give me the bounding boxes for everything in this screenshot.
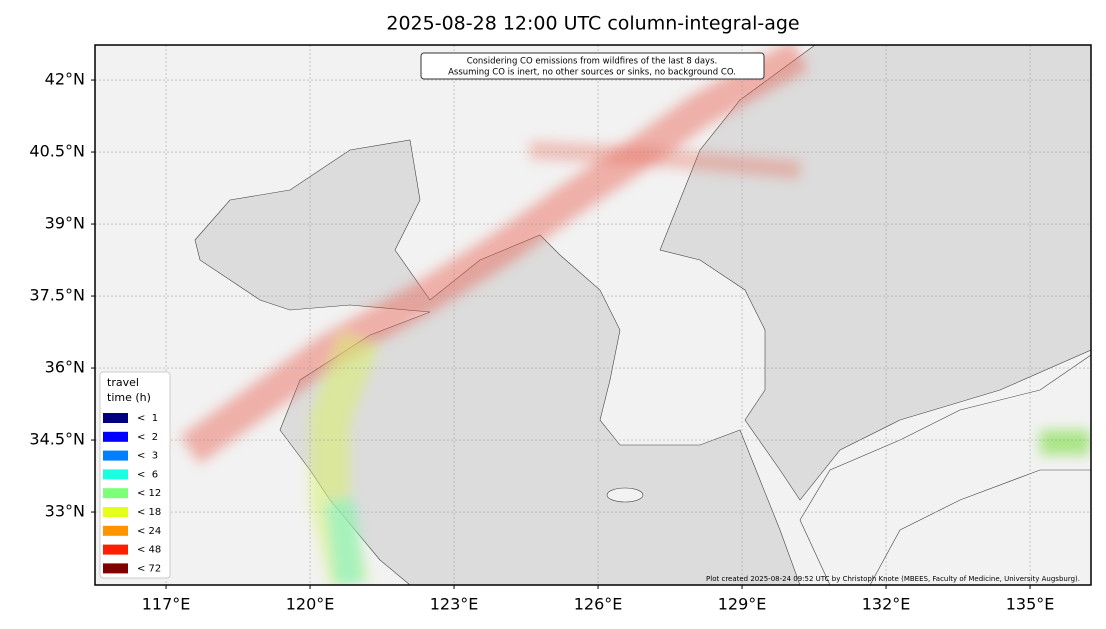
x-tick-label: 129°E bbox=[718, 595, 767, 614]
x-tick-label: 120°E bbox=[286, 595, 335, 614]
credit: Plot created 2025-08-24 09:52 UTC by Chr… bbox=[706, 575, 1080, 583]
annotation-line: Assuming CO is inert, no other sources o… bbox=[448, 68, 736, 78]
legend-swatch bbox=[103, 563, 128, 574]
legend-label: < 3 bbox=[137, 451, 158, 462]
legend-swatch bbox=[103, 469, 128, 480]
japan bbox=[799, 354, 1091, 585]
legend-label: < 1 bbox=[137, 413, 158, 424]
title: 2025-08-28 12:00 UTC column-integral-age bbox=[386, 13, 799, 35]
legend-label: < 72 bbox=[137, 563, 161, 574]
x-tick-label: 135°E bbox=[1006, 595, 1055, 614]
plot-frame bbox=[94, 44, 1092, 586]
y-tick-label: 40.5°N bbox=[29, 142, 85, 161]
legend-swatch bbox=[103, 525, 128, 536]
legend-label: < 18 bbox=[137, 507, 161, 518]
x-tick-label: 132°E bbox=[862, 595, 911, 614]
y-tick-label: 37.5°N bbox=[29, 286, 85, 305]
y-tick-label: 34.5°N bbox=[29, 430, 85, 449]
legend-swatch bbox=[103, 544, 128, 555]
plume bbox=[180, 45, 1090, 585]
x-tick-label: 126°E bbox=[574, 595, 623, 614]
legend-title: time (h) bbox=[107, 391, 151, 404]
y-tick-label: 36°N bbox=[45, 358, 85, 377]
legend-swatch bbox=[103, 450, 128, 461]
legend-label: < 6 bbox=[137, 469, 158, 480]
legend-swatch bbox=[103, 413, 128, 423]
legend-swatch bbox=[103, 507, 128, 517]
x-tick-label: 117°E bbox=[142, 595, 191, 614]
legend-swatch bbox=[103, 488, 128, 499]
y-tick-label: 39°N bbox=[45, 214, 85, 233]
x-tick-label: 123°E bbox=[430, 595, 479, 614]
legend-label: < 2 bbox=[137, 432, 158, 443]
annotation-box bbox=[420, 52, 765, 80]
y-tick-label: 42°N bbox=[45, 70, 85, 89]
legend-title: travel bbox=[107, 376, 139, 389]
legend-swatch bbox=[103, 431, 128, 442]
map-area bbox=[95, 45, 1091, 585]
legend: < 1 < 2 < 3 < 6 < 12 < 18 < 24 < 48 < 72 bbox=[103, 413, 161, 574]
jeju bbox=[606, 487, 644, 503]
legend-label: < 24 bbox=[137, 526, 161, 537]
legend-label: < 12 bbox=[137, 488, 161, 499]
y-tick-label: 33°N bbox=[45, 502, 85, 521]
legend-label: < 48 bbox=[137, 545, 161, 556]
annotation-line: Considering CO emissions from wildfires … bbox=[467, 57, 717, 67]
